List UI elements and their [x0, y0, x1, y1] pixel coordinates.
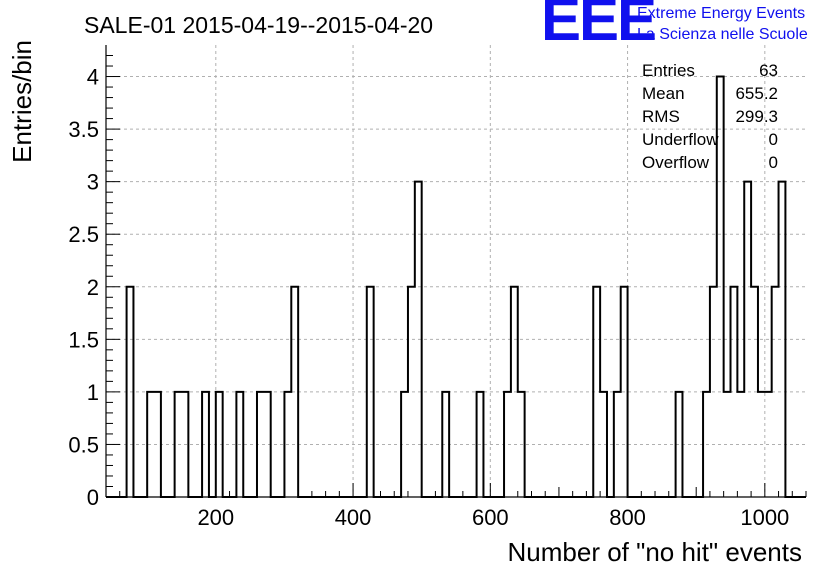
y-tick-label: 1.5: [68, 327, 99, 352]
y-tick-label: 3: [87, 170, 99, 195]
y-tick-label: 1: [87, 380, 99, 405]
stat-value: 299.3: [735, 107, 778, 126]
x-tick-label: 600: [472, 505, 509, 530]
grid-lines: [106, 45, 806, 497]
y-axis-title: Entries/bin: [7, 40, 37, 163]
stat-name: Mean: [642, 84, 685, 103]
y-tick-label: 3.5: [68, 117, 99, 142]
logo-line1: Extreme Energy Events: [637, 5, 805, 22]
x-tick-label: 800: [609, 505, 646, 530]
y-tick-label: 0.5: [68, 432, 99, 457]
stat-name: RMS: [642, 107, 680, 126]
tick-labels: 200 400 600 800 1000 0 0.5 1 1.5 2 2.5 3 3.5 4: [68, 65, 789, 530]
axes: [105, 45, 807, 498]
stat-name: Entries: [642, 61, 695, 80]
y-tick-label: 0: [87, 485, 99, 510]
x-tick-label: 1000: [740, 505, 789, 530]
x-tick-label: 400: [335, 505, 372, 530]
stat-value: 63: [759, 61, 778, 80]
logo-mark: EEE: [541, 0, 655, 53]
x-tick-label: 200: [197, 505, 234, 530]
chart-title: SALE-01 2015-04-19--2015-04-20: [84, 12, 433, 38]
y-tick-label: 4: [87, 65, 99, 90]
stats-box: Entries 63 Mean 655.2 RMS 299.3 Underflow 0 Over…: [642, 61, 778, 172]
x-axis-title: Number of "no hit" events: [508, 537, 803, 567]
eee-logo: EEE Extreme Energy Events La Scienza nel…: [541, 0, 808, 53]
y-tick-label: 2: [87, 275, 99, 300]
logo-line2: La Scienza nelle Scuole: [637, 26, 808, 43]
stat-value: 655.2: [735, 84, 778, 103]
stat-name: Underflow: [642, 130, 719, 149]
y-tick-label: 2.5: [68, 222, 99, 247]
stat-name: Overflow: [642, 153, 710, 172]
stat-value: 0: [769, 153, 778, 172]
stat-value: 0: [769, 130, 778, 149]
